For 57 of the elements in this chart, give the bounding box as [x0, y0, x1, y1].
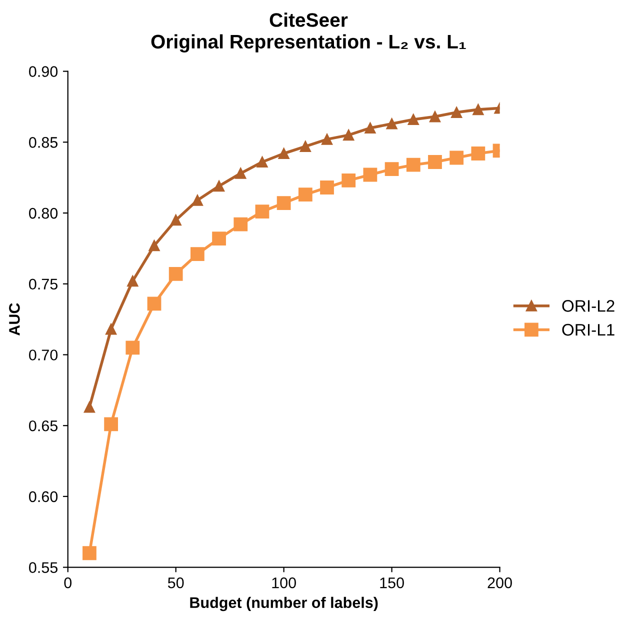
point [471, 146, 486, 160]
point [168, 267, 183, 281]
point [104, 417, 118, 432]
chart-subtitle: Original Representation - L₂ vs. L₁ [151, 34, 466, 53]
x-tick-label: 100 [272, 577, 296, 588]
point [343, 130, 354, 141]
y-tick-label: 0.55 [29, 562, 58, 573]
point [82, 546, 96, 560]
point [278, 148, 290, 160]
point [321, 134, 333, 145]
point [234, 217, 248, 232]
point [428, 155, 442, 169]
y-tick-label: 0.85 [29, 137, 58, 148]
point [451, 106, 462, 118]
y-tick-label: 0.70 [29, 350, 58, 360]
point [276, 196, 291, 210]
point [429, 111, 441, 122]
point [126, 340, 140, 355]
point [256, 156, 268, 168]
point [320, 180, 334, 194]
point [192, 194, 203, 206]
chart-title: CiteSeer [270, 12, 348, 27]
x-tick-label: 200 [488, 577, 512, 588]
point [235, 168, 246, 179]
x-tick-label: 50 [168, 577, 184, 588]
point [386, 118, 398, 130]
legend-label: ORI-L1 [562, 324, 614, 336]
legend-label: ORI-L2 [562, 300, 614, 312]
point [255, 204, 270, 219]
point [212, 232, 226, 246]
y-tick-label: 0.80 [29, 208, 58, 219]
point [213, 180, 225, 192]
point [472, 104, 484, 116]
y-tick-label: 0.75 [29, 278, 58, 290]
point [148, 240, 160, 252]
point [342, 173, 356, 188]
point [170, 214, 182, 226]
y-tick-label: 0.60 [29, 491, 58, 502]
point [84, 402, 96, 413]
point [106, 324, 117, 335]
y-tick-label: 0.90 [29, 66, 58, 77]
point [300, 140, 311, 152]
point [364, 122, 376, 134]
point [147, 296, 162, 311]
point [408, 114, 419, 126]
point [190, 247, 204, 262]
point [127, 275, 138, 287]
point [298, 188, 312, 202]
point [384, 162, 399, 176]
x-tick-label: 0 [64, 577, 72, 588]
point [450, 150, 464, 165]
y-axis-title: AUC [9, 303, 20, 336]
x-axis-title: Budget (number of labels) [190, 596, 378, 612]
y-tick-label: 0.65 [29, 420, 58, 432]
point [406, 158, 420, 172]
x-tick-label: 150 [380, 577, 404, 588]
point [363, 168, 378, 182]
